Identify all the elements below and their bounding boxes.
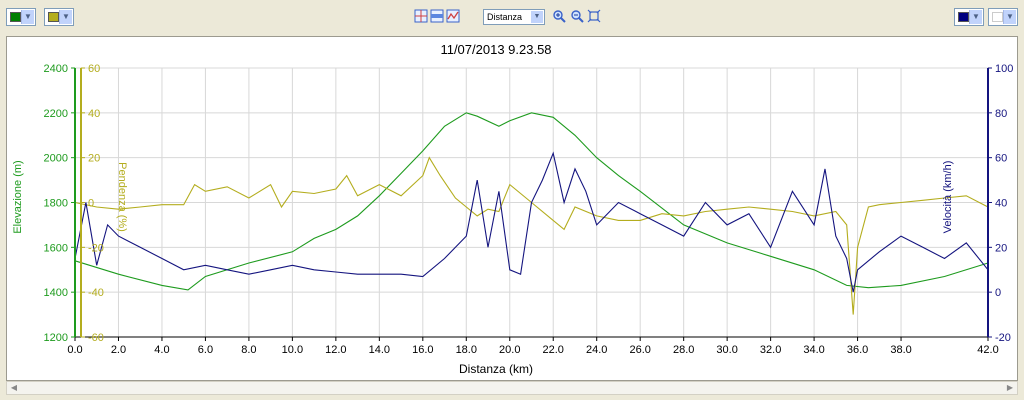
grid-icon[interactable] xyxy=(414,9,428,23)
elevation-axis-label: Elevazione (m) xyxy=(12,160,24,233)
speed-tick-label: 100 xyxy=(995,63,1013,75)
chevron-down-icon: ▼ xyxy=(59,10,72,24)
x-tick-label: 12.0 xyxy=(325,344,346,356)
speed-tick-label: 0 xyxy=(995,287,1001,299)
speed-series-line xyxy=(74,151,989,293)
x-tick-label: 10.0 xyxy=(282,344,303,356)
toolbar: ▼ ▼ Distanza ▼ ▼ ▼ xyxy=(0,0,1024,34)
color-swatch xyxy=(992,12,1003,22)
slope-tick-label: 20 xyxy=(88,153,100,165)
slope-series-line xyxy=(74,156,989,315)
x-axis-label: Distanza (km) xyxy=(459,362,533,376)
color-swatch xyxy=(48,12,59,22)
zoom-in-icon[interactable] xyxy=(552,9,566,23)
elevation-profile-chart[interactable]: 11/07/2013 9.23.58 0.0 2.0 4.0 6.0 8.0 10.0 12… xyxy=(7,37,1017,380)
x-tick-label: 20.0 xyxy=(499,344,520,356)
speed-tick-label: 80 xyxy=(995,108,1007,120)
elevation-tick-label: 2000 xyxy=(44,153,68,165)
x-tick-label: 4.0 xyxy=(154,344,169,356)
mode-select-value: Distanza xyxy=(487,12,523,22)
slope-tick-label: -20 xyxy=(88,242,104,254)
slope-tick-label: 60 xyxy=(88,63,100,75)
elevation-color-picker[interactable]: ▼ xyxy=(6,8,36,26)
x-tick-label: 32.0 xyxy=(760,344,781,356)
zoom-fit-icon[interactable] xyxy=(587,9,601,23)
x-tick-label: 34.0 xyxy=(803,344,824,356)
secondary-color-picker[interactable]: ▼ xyxy=(988,8,1018,26)
slope-tick-label: -40 xyxy=(88,287,104,299)
color-swatch xyxy=(958,12,969,22)
elevation-tick-label: 2200 xyxy=(44,108,68,120)
slope-axis-label: Pendenza (%) xyxy=(116,162,128,232)
scroll-right-icon[interactable]: ▶ xyxy=(1006,383,1014,392)
slope-tick-label: 40 xyxy=(88,108,100,120)
x-tick-label: 18.0 xyxy=(456,344,477,356)
speed-tick-label: -20 xyxy=(995,332,1011,344)
slope-color-picker[interactable]: ▼ xyxy=(44,8,74,26)
chart-title: 11/07/2013 9.23.58 xyxy=(440,42,551,57)
slope-tick-label: -60 xyxy=(88,332,104,344)
x-tick-label: 6.0 xyxy=(198,344,213,356)
x-tick-label: 14.0 xyxy=(369,344,390,356)
elevation-tick-label: 1800 xyxy=(44,198,68,210)
x-tick-label: 24.0 xyxy=(586,344,607,356)
mode-select[interactable]: Distanza ▼ xyxy=(483,9,545,25)
x-tick-label: 42.0 xyxy=(977,344,998,356)
x-tick-label: 30.0 xyxy=(716,344,737,356)
x-tick-label: 36.0 xyxy=(847,344,868,356)
x-tick-label: 28.0 xyxy=(673,344,694,356)
elevation-tick-label: 2400 xyxy=(44,63,68,75)
elevation-series-line xyxy=(74,112,989,291)
chevron-down-icon: ▼ xyxy=(531,11,543,23)
x-tick-label: 16.0 xyxy=(412,344,433,356)
speed-color-picker[interactable]: ▼ xyxy=(954,8,984,26)
speed-tick-label: 40 xyxy=(995,198,1007,210)
speed-tick-label: 60 xyxy=(995,153,1007,165)
color-swatch xyxy=(10,12,21,22)
horizontal-scrollbar[interactable]: ◀ ▶ xyxy=(6,381,1018,395)
chevron-down-icon: ▼ xyxy=(969,10,982,24)
elevation-tick-label: 1200 xyxy=(44,332,68,344)
scroll-left-icon[interactable]: ◀ xyxy=(10,383,18,392)
chevron-down-icon: ▼ xyxy=(21,10,34,24)
series-layer xyxy=(74,112,989,315)
axes-layer: 0.0 2.0 4.0 6.0 8.0 10.0 12.0 14.0 16.0 18.0 20.0 2… xyxy=(44,63,1014,356)
x-tick-label: 8.0 xyxy=(241,344,256,356)
x-tick-label: 26.0 xyxy=(629,344,650,356)
elevation-tick-label: 1400 xyxy=(44,287,68,299)
x-tick-label: 38.0 xyxy=(890,344,911,356)
speed-axis-label: Velocità (km/h) xyxy=(942,161,954,234)
x-tick-label: 2.0 xyxy=(111,344,126,356)
line-chart-icon[interactable] xyxy=(446,9,460,23)
x-tick-label: 0.0 xyxy=(67,344,82,356)
zoom-out-icon[interactable] xyxy=(570,9,584,23)
speed-tick-label: 20 xyxy=(995,242,1007,254)
slope-tick-label: 0 xyxy=(88,198,94,210)
chart-panel: 11/07/2013 9.23.58 0.0 2.0 4.0 6.0 8.0 10.0 12… xyxy=(6,36,1018,381)
band-icon[interactable] xyxy=(430,9,444,23)
elevation-tick-label: 1600 xyxy=(44,242,68,254)
chevron-down-icon: ▼ xyxy=(1003,10,1016,24)
x-tick-label: 22.0 xyxy=(543,344,564,356)
